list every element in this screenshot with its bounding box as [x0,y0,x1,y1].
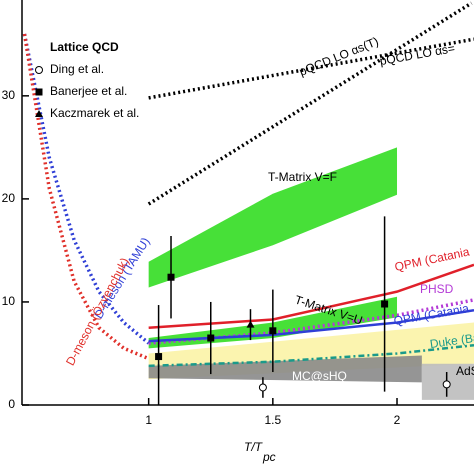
band-label: T-Matrix V=F [268,170,337,184]
series-label: D-meson (Özvenchuk) [63,255,132,368]
x-tick-label: 1 [145,413,152,427]
legend-label: Banerjee et al. [50,84,127,98]
point [258,383,267,392]
band [148,147,398,288]
x-tick-label: 1.5 [264,413,281,427]
series-label: Duke (Ba [429,330,474,351]
point [35,66,43,74]
y-tick-label: 0 [8,397,15,411]
x-axis-label: T/T [244,440,264,454]
line [148,343,474,368]
plot-area [22,1,474,405]
y-tick-label: 20 [2,191,16,205]
line [148,37,474,100]
legend-label: Ding et al. [50,62,104,76]
line [147,1,473,206]
point [155,353,163,361]
band [148,355,422,383]
y-tick-label: 10 [2,294,16,308]
line [22,33,150,361]
series-label: PHSD [420,282,454,296]
point [269,327,277,335]
point [35,110,43,117]
point [167,273,175,281]
point [207,334,215,342]
point [35,88,43,96]
series-label: pQCD LO αs(T) [297,34,380,79]
legend-title: Lattice QCD [50,40,119,54]
point [381,300,389,308]
y-tick-label: 30 [2,88,16,102]
line [22,33,150,345]
x-axis-label-sub: pc [262,450,276,464]
band-label: MC@sHQ [292,369,347,383]
band-label: AdS [456,364,474,378]
point [246,320,255,328]
x-tick-label: 2 [394,413,401,427]
legend-label: Kaczmarek et al. [50,106,139,120]
series-label: pQCD LO αs= [379,41,456,68]
point [442,380,451,389]
